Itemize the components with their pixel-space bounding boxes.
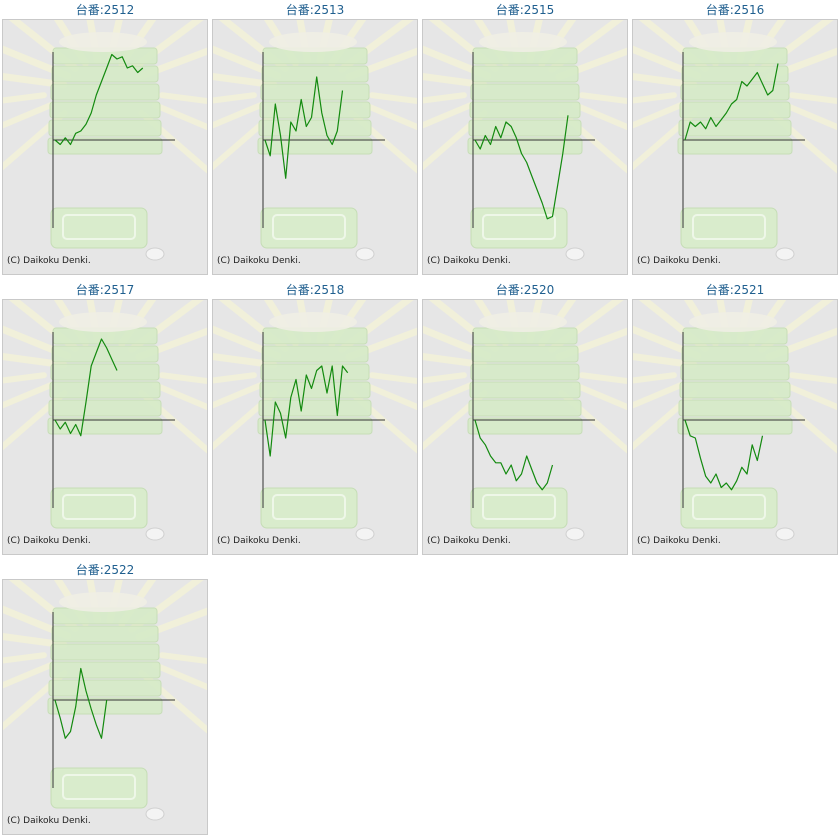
chart-panel-2521: 台番:2521 (C) Daikoku Denki. (632, 281, 838, 555)
panel-title[interactable]: 台番:2516 (705, 3, 765, 17)
chart-panel-2522: 台番:2522 (C) Daikoku Denki. (2, 561, 208, 835)
chart-panel-2516: 台番:2516 (C) Daikoku Denki. (632, 1, 838, 275)
background-artwork (3, 580, 207, 821)
graph-svg (423, 20, 627, 261)
chart-frame: (C) Daikoku Denki. (2, 299, 208, 555)
graph-svg (423, 300, 627, 541)
graph-svg (3, 20, 207, 261)
panel-title[interactable]: 台番:2513 (285, 3, 345, 17)
chart-panel-2517: 台番:2517 (C) Daikoku Denki. (2, 281, 208, 555)
chart-frame: (C) Daikoku Denki. (2, 19, 208, 275)
chart-frame: (C) Daikoku Denki. (212, 299, 418, 555)
chart-panel-2513: 台番:2513 (C) Daikoku Denki. (212, 1, 418, 275)
series-line (684, 419, 764, 491)
chart-frame: (C) Daikoku Denki. (422, 19, 628, 275)
series-line (264, 365, 349, 457)
copyright-text: (C) Daikoku Denki. (7, 816, 91, 826)
panel-title[interactable]: 台番:2518 (285, 283, 345, 297)
graph-svg (633, 300, 837, 541)
background-artwork (633, 300, 837, 541)
series-line (54, 53, 144, 146)
chart-panel-2520: 台番:2520 (C) Daikoku Denki. (422, 281, 628, 555)
graph-svg (213, 20, 417, 261)
series-line (54, 338, 118, 437)
background-artwork (423, 300, 627, 541)
series-line (54, 667, 108, 739)
panel-title[interactable]: 台番:2522 (75, 563, 135, 577)
background-artwork (213, 20, 417, 261)
graph-svg (3, 300, 207, 541)
copyright-text: (C) Daikoku Denki. (7, 536, 91, 546)
series-line (474, 115, 569, 220)
background-artwork (3, 300, 207, 541)
copyright-text: (C) Daikoku Denki. (7, 256, 91, 266)
background-artwork (423, 20, 627, 261)
panel-title[interactable]: 台番:2520 (495, 283, 555, 297)
graph-svg (213, 300, 417, 541)
panel-title[interactable]: 台番:2521 (705, 283, 765, 297)
panel-title[interactable]: 台番:2517 (75, 283, 135, 297)
panel-title[interactable]: 台番:2512 (75, 3, 135, 17)
copyright-text: (C) Daikoku Denki. (427, 256, 511, 266)
chart-frame: (C) Daikoku Denki. (212, 19, 418, 275)
copyright-text: (C) Daikoku Denki. (217, 256, 301, 266)
chart-panel-2512: 台番:2512 (C) Daikoku Denki. (2, 1, 208, 275)
chart-frame: (C) Daikoku Denki. (422, 299, 628, 555)
chart-frame: (C) Daikoku Denki. (632, 299, 838, 555)
graph-svg (3, 580, 207, 821)
chart-frame: (C) Daikoku Denki. (2, 579, 208, 835)
chart-panel-2515: 台番:2515 (C) Daikoku Denki. (422, 1, 628, 275)
chart-panel-2518: 台番:2518 (C) Daikoku Denki. (212, 281, 418, 555)
series-line (684, 63, 779, 141)
copyright-text: (C) Daikoku Denki. (217, 536, 301, 546)
series-line (474, 419, 554, 491)
copyright-text: (C) Daikoku Denki. (637, 536, 721, 546)
graph-svg (633, 20, 837, 261)
panel-title[interactable]: 台番:2515 (495, 3, 555, 17)
background-artwork (633, 20, 837, 261)
series-line (264, 76, 344, 179)
copyright-text: (C) Daikoku Denki. (637, 256, 721, 266)
copyright-text: (C) Daikoku Denki. (427, 536, 511, 546)
chart-frame: (C) Daikoku Denki. (632, 19, 838, 275)
